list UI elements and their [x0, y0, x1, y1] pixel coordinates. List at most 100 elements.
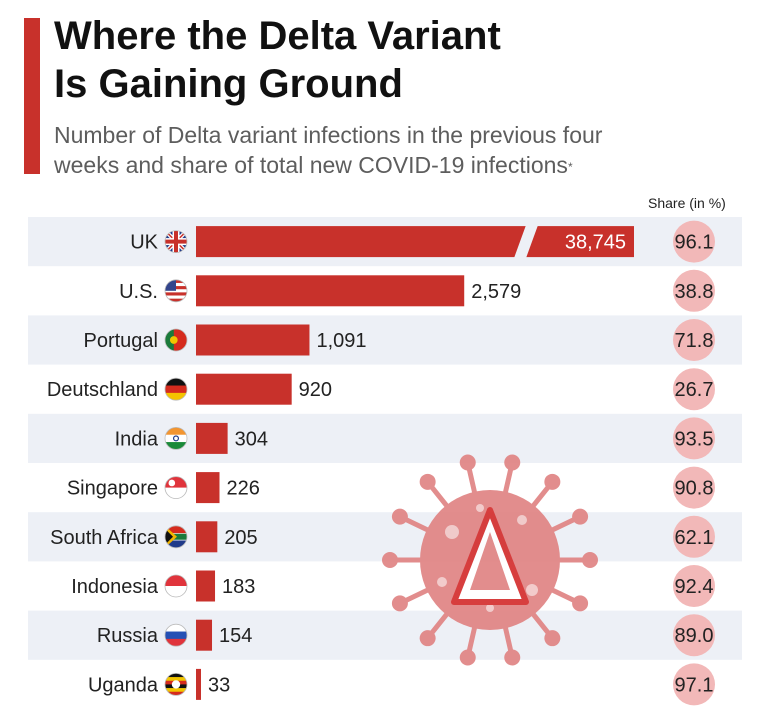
virus-spike-head [459, 649, 476, 666]
data-bar [196, 324, 310, 356]
row-bands [28, 217, 742, 660]
category-label: Russia [97, 625, 159, 647]
share-circle [673, 614, 715, 657]
title-line-2: Is Gaining Ground [54, 62, 403, 106]
virus-spot [486, 604, 494, 612]
share-circle [673, 565, 715, 607]
data-bar [196, 472, 220, 504]
value-label: 205 [224, 527, 257, 549]
value-label: 304 [235, 428, 268, 450]
virus-spike-head [544, 630, 561, 647]
value-label: 1,091 [316, 330, 366, 352]
virus-spike [402, 587, 430, 604]
value-label: 920 [299, 379, 332, 401]
virus-spike [503, 625, 514, 655]
virus-spike-head [391, 595, 408, 612]
data-bar [196, 422, 228, 454]
russia-flag-icon [165, 624, 187, 647]
virus-spike-head [419, 630, 436, 647]
accent-bar [24, 18, 40, 174]
chart-row: U.S. 2,579 38.8 [119, 269, 715, 312]
share-circle [673, 663, 715, 706]
uk-flag-icon [165, 230, 187, 253]
share-value-label: 97.1 [675, 674, 714, 696]
share-value-label: 38.8 [675, 281, 714, 303]
chart-row: Russia 154 89.0 [97, 614, 715, 657]
chart-row: Indonesia 183 92.4 [71, 565, 715, 607]
category-label: U.S. [119, 281, 158, 303]
virus-spike-head [572, 595, 589, 612]
share-column-header: Share (in %) [648, 195, 726, 211]
virus-spot [476, 504, 484, 512]
subtitle-line-2: weeks and share of total new COVID-19 in… [54, 152, 568, 178]
share-circle [673, 220, 715, 263]
chart-row: Singapore 226 90.8 [67, 466, 715, 509]
share-value-label: 93.5 [675, 428, 714, 450]
value-label: 183 [222, 576, 255, 598]
value-label: 38,745 [565, 232, 626, 254]
share-circle [673, 368, 715, 411]
share-circle [673, 319, 715, 361]
virus-spike [531, 612, 552, 636]
value-label: 33 [208, 674, 230, 696]
virus-spike-head [544, 473, 561, 490]
germany-flag-icon [165, 378, 187, 401]
value-label: 226 [227, 478, 260, 500]
row-band [28, 413, 742, 463]
share-value-label: 89.0 [675, 625, 714, 647]
south-africa-flag-icon [165, 525, 187, 548]
row-band [28, 610, 742, 660]
virus-spot [445, 525, 459, 539]
category-label: South Africa [50, 527, 159, 549]
category-label: Portugal [84, 330, 159, 352]
share-value-label: 62.1 [675, 527, 714, 549]
chart-row: India 304 93.5 [115, 417, 715, 460]
share-circle [673, 417, 715, 460]
singapore-flag-icon [165, 476, 187, 499]
share-circle [673, 466, 715, 509]
virus-spike-head [419, 473, 436, 490]
chart-rows: UK 38,745 96.1 U.S. 2,579 38.8 Portugal 1,091 71… [47, 220, 715, 706]
uganda-flag-icon [165, 673, 187, 696]
value-label: 154 [219, 625, 252, 647]
virus-spike-head [504, 649, 521, 666]
share-value-label: 26.7 [675, 379, 714, 401]
category-label: Singapore [67, 478, 158, 500]
virus-spike [550, 587, 578, 604]
chart-row: South Africa 205 62.1 [50, 515, 715, 558]
virus-spike-head [382, 552, 398, 568]
chart-subtitle: Number of Delta variant infections in th… [54, 120, 744, 180]
category-label: Deutschland [47, 379, 158, 401]
data-bar [196, 668, 201, 700]
share-circle [673, 515, 715, 558]
category-label: Uganda [88, 674, 159, 696]
virus-spike [466, 465, 477, 495]
category-label: Indonesia [71, 576, 159, 598]
virus-spike-head [391, 508, 408, 525]
data-bar [196, 373, 292, 405]
title-line-1: Where the Delta Variant [54, 14, 501, 58]
row-band [28, 315, 742, 365]
chart-row: Uganda 33 97.1 [88, 663, 715, 706]
data-bar [196, 226, 634, 258]
us-flag-icon [165, 279, 187, 302]
chart-title: Where the Delta Variant Is Gaining Groun… [54, 12, 734, 108]
share-value-label: 96.1 [675, 232, 714, 254]
virus-spike-head [459, 454, 476, 471]
delta-virus-illustration [382, 454, 598, 666]
indonesia-flag-icon [165, 575, 187, 597]
value-label: 2,579 [471, 281, 521, 303]
virus-spike-head [504, 454, 521, 471]
data-bar [196, 570, 216, 602]
row-band [28, 512, 742, 562]
virus-spike [550, 516, 578, 533]
share-circle [673, 269, 715, 312]
virus-spot [526, 584, 538, 596]
share-value-label: 90.8 [675, 478, 714, 500]
chart-row: UK 38,745 96.1 [130, 220, 715, 263]
virus-spike [466, 625, 477, 655]
share-value-label: 71.8 [675, 330, 714, 352]
virus-spike-head [582, 552, 598, 568]
axis-break-mark [514, 225, 538, 259]
